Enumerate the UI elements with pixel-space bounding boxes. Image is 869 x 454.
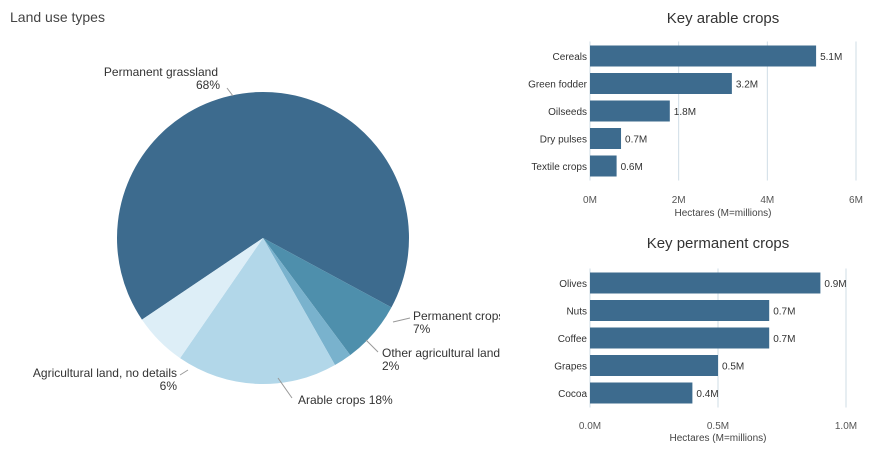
pie-slice-label: Permanent grassland — [104, 65, 218, 79]
bar — [590, 73, 732, 94]
category-label: Cereals — [553, 52, 587, 63]
permanent-crops-bar-chart: Key permanent crops 0.0M 0.5M 1.0M Olives 0.9… — [554, 235, 857, 444]
arable-crops-bar-chart: Key arable crops 0M 2M 4M 6M Cereals 5.1M Green… — [528, 10, 863, 219]
pie-leader-line — [277, 377, 293, 399]
category-label: Cocoa — [558, 389, 587, 400]
x-axis-label: Hectares (M=millions) — [670, 433, 767, 444]
pie-leader-line — [365, 339, 379, 353]
pie-slice — [263, 238, 392, 356]
category-label: Textile crops — [531, 162, 587, 173]
pie-slice-percent: 6% — [160, 379, 178, 393]
bar-value-label: 0.5M — [722, 362, 744, 373]
pie-slice-label: Other agricultural land — [382, 346, 500, 360]
bar — [590, 100, 670, 122]
pie-leader-line — [226, 87, 234, 97]
bar-value-label: 3.2M — [736, 80, 758, 91]
category-label: Oilseeds — [548, 107, 587, 118]
bar-value-label: 5.1M — [820, 52, 842, 63]
x-tick-label: 1.0M — [835, 421, 857, 432]
x-tick-label: 2M — [672, 195, 686, 206]
pie-slice — [180, 238, 335, 384]
x-tick-label: 6M — [849, 195, 863, 206]
bar-value-label: 0.4M — [696, 389, 718, 400]
pie-slice-percent: 68% — [196, 78, 220, 92]
bar-value-label: 0.7M — [773, 334, 795, 345]
pie-leader-line — [392, 317, 411, 323]
bar-value-label: 0.9M — [824, 279, 846, 290]
pie-slice — [117, 92, 410, 320]
bar-value-label: 0.7M — [625, 135, 647, 146]
bar-chart-title: Key arable crops — [667, 10, 780, 27]
category-label: Olives — [559, 279, 587, 290]
pie-chart-title: Land use types — [10, 9, 105, 25]
category-label: Green fodder — [528, 80, 588, 91]
bar — [590, 382, 693, 404]
bar-value-label: 0.7M — [773, 307, 795, 318]
category-label: Dry pulses — [540, 135, 587, 146]
bar — [590, 300, 770, 321]
pie-leader-line — [179, 369, 189, 376]
bar — [590, 45, 817, 67]
category-label: Coffee — [558, 334, 588, 345]
pie-slice-percent: 2% — [382, 359, 400, 373]
bar — [590, 128, 622, 149]
pie-slice — [263, 238, 351, 366]
pie-slice-percent: 7% — [413, 322, 431, 336]
bar — [590, 155, 617, 177]
bar-value-label: 1.8M — [674, 107, 696, 118]
bar — [590, 272, 821, 294]
pie-slice — [141, 238, 263, 359]
bar — [590, 327, 770, 349]
x-tick-label: 4M — [760, 195, 774, 206]
x-tick-label: 0.5M — [707, 421, 729, 432]
category-label: Grapes — [554, 362, 587, 373]
pie-slice-label: Agricultural land, no details — [33, 366, 177, 380]
x-tick-label: 0.0M — [579, 421, 601, 432]
x-tick-label: 0M — [583, 195, 597, 206]
x-axis-label: Hectares (M=millions) — [675, 208, 772, 219]
pie-slice-label: Arable crops 18% — [298, 393, 393, 407]
category-label: Nuts — [566, 307, 587, 318]
pie-slice-label: Permanent crops — [413, 309, 500, 323]
bar — [590, 355, 718, 376]
bar-chart-title: Key permanent crops — [647, 235, 790, 252]
bar-value-label: 0.6M — [621, 162, 643, 173]
